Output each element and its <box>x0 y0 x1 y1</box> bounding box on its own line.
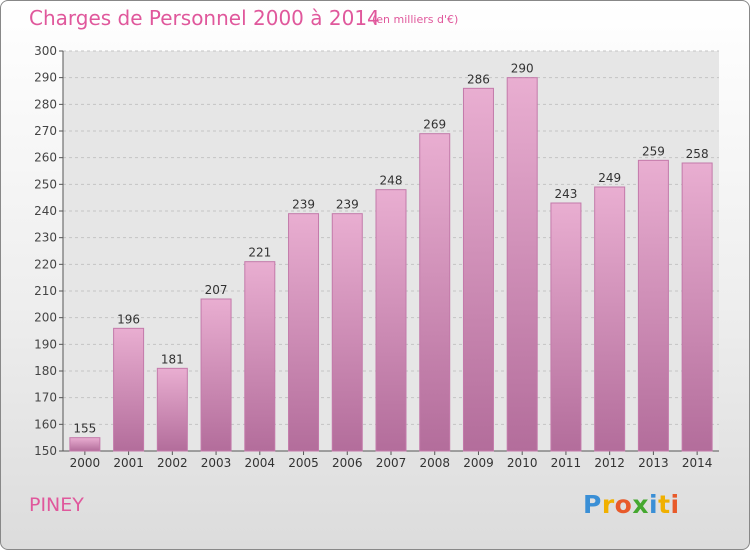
bar <box>419 133 451 452</box>
x-tick-label: 2005 <box>288 456 319 470</box>
bars <box>69 77 713 452</box>
y-tick-label: 280 <box>34 97 57 111</box>
commune-name: PINEY <box>29 494 84 516</box>
bar <box>594 186 626 452</box>
x-tick-label: 2000 <box>70 456 101 470</box>
logo-letter: i <box>649 490 659 519</box>
bar <box>462 87 494 452</box>
y-axis-tick-labels: 150 160 170 180 190 200 210 220 230 240 250 260 270 2… <box>34 44 57 458</box>
y-tick-label: 260 <box>34 151 57 165</box>
bar <box>506 77 538 452</box>
chart-subtitle: (en milliers d'€) <box>372 13 459 26</box>
proxiti-logo: Proxiti <box>583 490 680 519</box>
bar-value-labels: 155 196 181 207 221 239 239 248 269 286 290 243 249 2… <box>73 62 708 436</box>
bar-value-label: 239 <box>292 198 315 212</box>
bar <box>375 189 407 452</box>
y-tick-label: 190 <box>34 337 57 351</box>
y-tick-label: 200 <box>34 311 57 325</box>
bar <box>69 437 101 452</box>
y-tick-label: 250 <box>34 177 57 191</box>
y-tick-label: 300 <box>34 44 57 58</box>
bar-value-label: 258 <box>686 147 709 161</box>
x-axis-tick-labels: 2000 2001 2002 2003 2004 2005 2006 2007 2008 2009… <box>70 456 713 470</box>
bar-value-label: 290 <box>511 62 534 76</box>
x-tick-label: 2013 <box>638 456 669 470</box>
bar <box>156 367 188 452</box>
bar <box>681 162 713 452</box>
y-tick-label: 230 <box>34 231 57 245</box>
x-tick-label: 2004 <box>245 456 276 470</box>
x-tick-label: 2010 <box>507 456 538 470</box>
x-tick-label: 2006 <box>332 456 363 470</box>
y-tick-label: 220 <box>34 257 57 271</box>
bar-value-label: 221 <box>248 246 271 260</box>
bar <box>288 213 320 452</box>
y-tick-label: 290 <box>34 71 57 85</box>
logo-letter: P <box>583 490 602 519</box>
x-tick-label: 2009 <box>463 456 494 470</box>
bar <box>331 213 363 452</box>
x-tick-label: 2011 <box>551 456 582 470</box>
y-tick-label: 170 <box>34 391 57 405</box>
y-tick-label: 160 <box>34 417 57 431</box>
bar-value-label: 181 <box>161 352 184 366</box>
x-tick-label: 2012 <box>594 456 625 470</box>
y-tick-label: 150 <box>34 444 57 458</box>
logo-letter: r <box>601 490 615 519</box>
bar <box>113 327 145 452</box>
bar-value-label: 155 <box>73 422 96 436</box>
logo-letter: x <box>632 490 649 519</box>
bar-value-label: 269 <box>423 118 446 132</box>
x-tick-label: 2007 <box>376 456 407 470</box>
y-tick-label: 180 <box>34 364 57 378</box>
y-tick-label: 270 <box>34 124 57 138</box>
bar <box>550 202 582 452</box>
x-tick-label: 2014 <box>682 456 713 470</box>
x-tick-label: 2003 <box>201 456 232 470</box>
logo-letter: o <box>614 490 633 519</box>
bar-value-label: 243 <box>554 187 577 201</box>
y-tick-label: 240 <box>34 204 57 218</box>
bar <box>200 298 232 452</box>
x-tick-label: 2001 <box>113 456 144 470</box>
bar-value-label: 239 <box>336 198 359 212</box>
bar <box>637 159 669 452</box>
bar-value-label: 259 <box>642 144 665 158</box>
x-tick-label: 2002 <box>157 456 188 470</box>
logo-letter: i <box>670 490 680 519</box>
bar-value-label: 249 <box>598 171 621 185</box>
logo-letter: t <box>658 490 671 519</box>
y-tick-label: 210 <box>34 284 57 298</box>
bar-value-label: 207 <box>205 283 228 297</box>
bar-value-label: 286 <box>467 72 490 86</box>
bar-value-label: 196 <box>117 312 140 326</box>
bar <box>244 261 276 452</box>
bar-value-label: 248 <box>380 174 403 188</box>
x-tick-label: 2008 <box>419 456 450 470</box>
chart-title: Charges de Personnel 2000 à 2014 <box>29 6 380 30</box>
